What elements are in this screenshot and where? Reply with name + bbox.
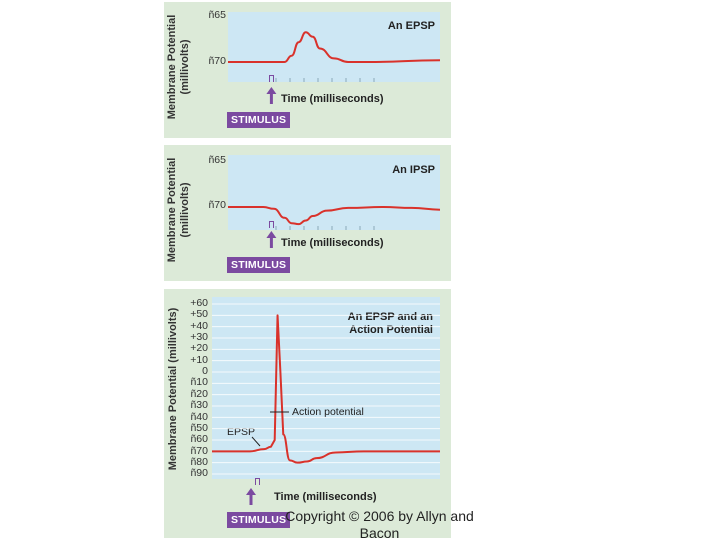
ap-ytick: ñ70 <box>190 444 208 457</box>
ipsp-ytick-70: ñ70 <box>208 199 226 211</box>
ap-ytick: ñ20 <box>190 387 208 400</box>
ap-ytick: ñ30 <box>190 399 208 412</box>
ap-ytick: ñ40 <box>190 410 208 423</box>
ipsp-chart-title: An IPSP <box>392 164 435 176</box>
ap-ytick: +50 <box>190 308 208 321</box>
ap-ytick: ñ90 <box>190 467 208 480</box>
ipsp-stimulus-label: STIMULUS <box>227 257 291 273</box>
ap-ytick: 0 <box>202 365 208 378</box>
ipsp-ytick-65: ñ65 <box>208 154 226 166</box>
action-potential-trace-line <box>211 314 440 464</box>
ap-ytick: +20 <box>190 342 208 355</box>
epsp-chart-title: An EPSP <box>387 20 435 32</box>
ap-ytick: ñ10 <box>190 376 208 389</box>
ap-plot-area <box>212 297 440 479</box>
ap-ytick: +40 <box>190 319 208 332</box>
ap-ytick: ñ80 <box>190 455 208 468</box>
epsp-ytick-65: ñ65 <box>208 9 226 21</box>
ipsp-plot-area <box>228 155 440 230</box>
ipsp-stimulus-pulse <box>269 221 274 228</box>
ap-stimulus-arrow-head <box>246 488 256 495</box>
ipsp-trace-line <box>227 205 441 226</box>
epsp-ytick-70: ñ70 <box>208 55 226 67</box>
ipsp-stimulus-arrow-head <box>266 231 277 238</box>
ap-ytick: ñ50 <box>190 421 208 434</box>
epsp-trace-line <box>228 31 441 63</box>
copyright-notice: Copyright © 2006 by Allyn and Bacon <box>285 508 474 541</box>
ap-stimulus-label: STIMULUS <box>227 512 291 528</box>
ap-ytick: +60 <box>190 297 208 309</box>
epsp-plot-area <box>228 12 440 82</box>
epsp-stimulus-arrow-head <box>266 87 277 94</box>
ipsp-x-axis-label: Time (milliseconds) <box>281 237 384 249</box>
epsp-leader-line <box>251 436 261 447</box>
epsp-x-axis-label: Time (milliseconds) <box>281 93 384 105</box>
ap-ytick: +10 <box>190 353 208 366</box>
ap-ytick: ñ60 <box>190 433 208 446</box>
ap-ytick: +30 <box>190 331 208 344</box>
epsp-stimulus-pulse <box>269 75 274 82</box>
ap-stimulus-pulse <box>255 478 260 485</box>
ap-x-axis-label: Time (milliseconds) <box>274 491 377 503</box>
epsp-stimulus-label: STIMULUS <box>227 112 291 128</box>
ap-annotation-action-potential: Action potential <box>292 406 364 418</box>
